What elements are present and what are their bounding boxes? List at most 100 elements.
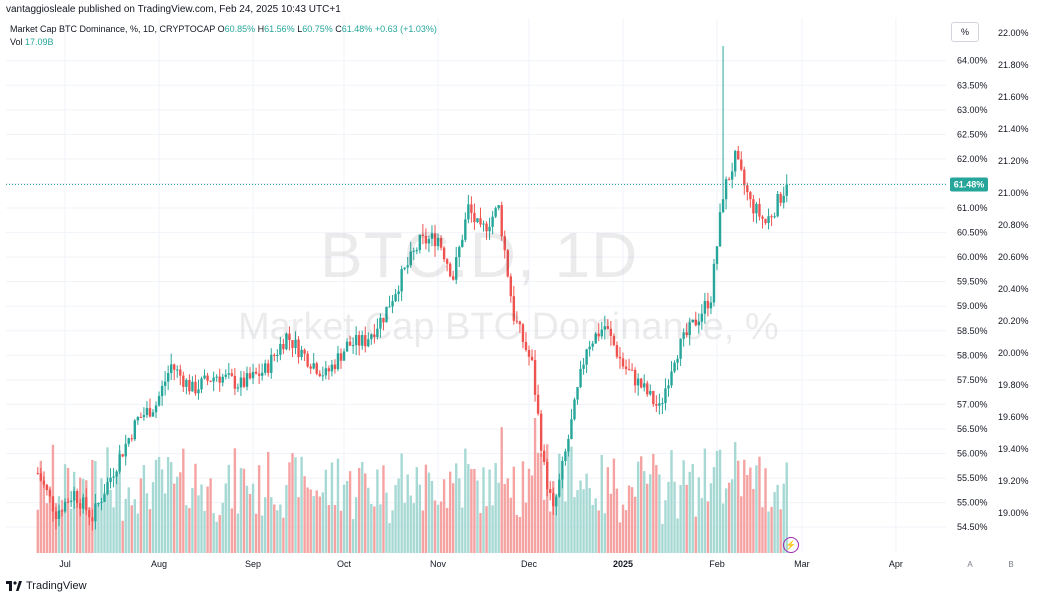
candle-body bbox=[88, 510, 91, 518]
candle-body bbox=[724, 179, 728, 200]
x-tick-label: Oct bbox=[337, 559, 352, 569]
volume-bar bbox=[740, 496, 743, 553]
candle-body bbox=[251, 371, 255, 379]
volume-bar bbox=[497, 482, 500, 553]
volume-bar bbox=[294, 457, 297, 553]
candle-body bbox=[527, 349, 531, 357]
candle-body bbox=[555, 496, 558, 507]
x-tick-label: 2025 bbox=[613, 559, 633, 569]
candle-body bbox=[309, 366, 312, 369]
volume-bar bbox=[527, 468, 531, 553]
candle-body bbox=[279, 344, 282, 355]
volume-bar bbox=[109, 489, 112, 553]
volume-bar bbox=[242, 468, 246, 553]
last-price-tag bbox=[950, 177, 988, 192]
volume-bar bbox=[600, 454, 603, 553]
candle-body bbox=[270, 354, 273, 373]
volume-bar bbox=[367, 487, 370, 553]
volume-bar bbox=[166, 457, 170, 553]
candle-body bbox=[545, 462, 549, 490]
candle-body bbox=[42, 480, 46, 485]
candle-body bbox=[655, 404, 658, 406]
candle-body bbox=[458, 246, 461, 258]
volume-bar bbox=[451, 483, 455, 553]
volume-bar bbox=[664, 500, 667, 553]
candle-body bbox=[191, 381, 194, 392]
volume-bar bbox=[197, 495, 200, 553]
candle-body bbox=[703, 300, 707, 314]
volume-bar bbox=[72, 471, 76, 553]
volume-bar bbox=[573, 497, 576, 553]
y-tick-label: 56.00% bbox=[957, 449, 988, 459]
flash-icon[interactable]: ⚡ bbox=[783, 537, 799, 553]
candle-body bbox=[218, 376, 221, 383]
candle-body bbox=[442, 247, 446, 260]
candle-body bbox=[497, 205, 500, 209]
candle-body bbox=[576, 387, 579, 400]
y-tick-label: 59.50% bbox=[957, 277, 988, 287]
candle-body bbox=[336, 353, 340, 370]
right-axis-label: 21.40% bbox=[998, 124, 1029, 134]
volume-bar bbox=[679, 484, 682, 553]
candle-body bbox=[194, 381, 197, 394]
volume-bar bbox=[776, 484, 779, 553]
candle-body bbox=[248, 373, 252, 379]
candle-body bbox=[688, 322, 691, 336]
y-tick-label: 56.50% bbox=[957, 424, 988, 434]
volume-bar bbox=[706, 501, 710, 553]
candle-body bbox=[367, 339, 370, 347]
candle-body bbox=[494, 208, 497, 217]
candle-body bbox=[573, 399, 576, 420]
volume-bar bbox=[694, 516, 697, 553]
x-tick-label: Feb bbox=[709, 559, 725, 569]
volume-bar bbox=[552, 481, 555, 553]
right-axis-label: 21.60% bbox=[998, 92, 1029, 102]
candle-body bbox=[658, 403, 661, 406]
candle-body bbox=[342, 351, 346, 361]
candle-body bbox=[394, 294, 397, 302]
log-scale-button[interactable]: B bbox=[1008, 560, 1014, 569]
volume-bar bbox=[633, 496, 637, 553]
candle-body bbox=[706, 300, 710, 309]
volume-bar bbox=[561, 473, 564, 553]
volume-bar bbox=[66, 467, 70, 553]
right-axis-label: 19.80% bbox=[998, 380, 1029, 390]
candle-body bbox=[761, 216, 764, 219]
volume-bar bbox=[330, 462, 334, 553]
volume-bar bbox=[382, 465, 385, 553]
candle-body bbox=[254, 371, 258, 374]
publisher-line: vantaggiosleale published on TradingView… bbox=[6, 4, 341, 15]
y-tick-label: 60.50% bbox=[957, 228, 988, 238]
volume-bar bbox=[676, 518, 679, 553]
volume-bar bbox=[300, 456, 303, 553]
candle-body bbox=[415, 250, 419, 252]
volume-bar bbox=[215, 521, 218, 553]
candle-body bbox=[646, 383, 649, 395]
candle-body bbox=[439, 238, 443, 248]
volume-bar bbox=[494, 463, 497, 553]
candle-body bbox=[652, 391, 655, 405]
candle-body bbox=[649, 391, 652, 395]
volume-bar bbox=[115, 475, 118, 553]
candle-body bbox=[476, 218, 479, 223]
volume-bar bbox=[139, 478, 143, 553]
auto-scale-button[interactable]: A bbox=[967, 560, 973, 569]
candle-body bbox=[370, 334, 373, 340]
y-tick-label: 57.00% bbox=[957, 399, 988, 409]
volume-bar bbox=[770, 506, 773, 553]
candle-body bbox=[263, 363, 267, 373]
volume-bar bbox=[403, 502, 406, 553]
volume-bar bbox=[409, 495, 412, 553]
candle-body bbox=[779, 194, 782, 203]
volume-bar bbox=[273, 504, 276, 553]
percent-scale-button[interactable]: % bbox=[951, 22, 979, 42]
volume-bar bbox=[715, 450, 719, 553]
volume-bar bbox=[555, 493, 558, 553]
candle-body bbox=[82, 497, 85, 509]
volume-bar bbox=[230, 508, 234, 553]
volume-bar bbox=[75, 502, 79, 553]
candle-body bbox=[639, 378, 643, 388]
volume-bar bbox=[376, 469, 379, 553]
volume-bar bbox=[746, 475, 749, 553]
